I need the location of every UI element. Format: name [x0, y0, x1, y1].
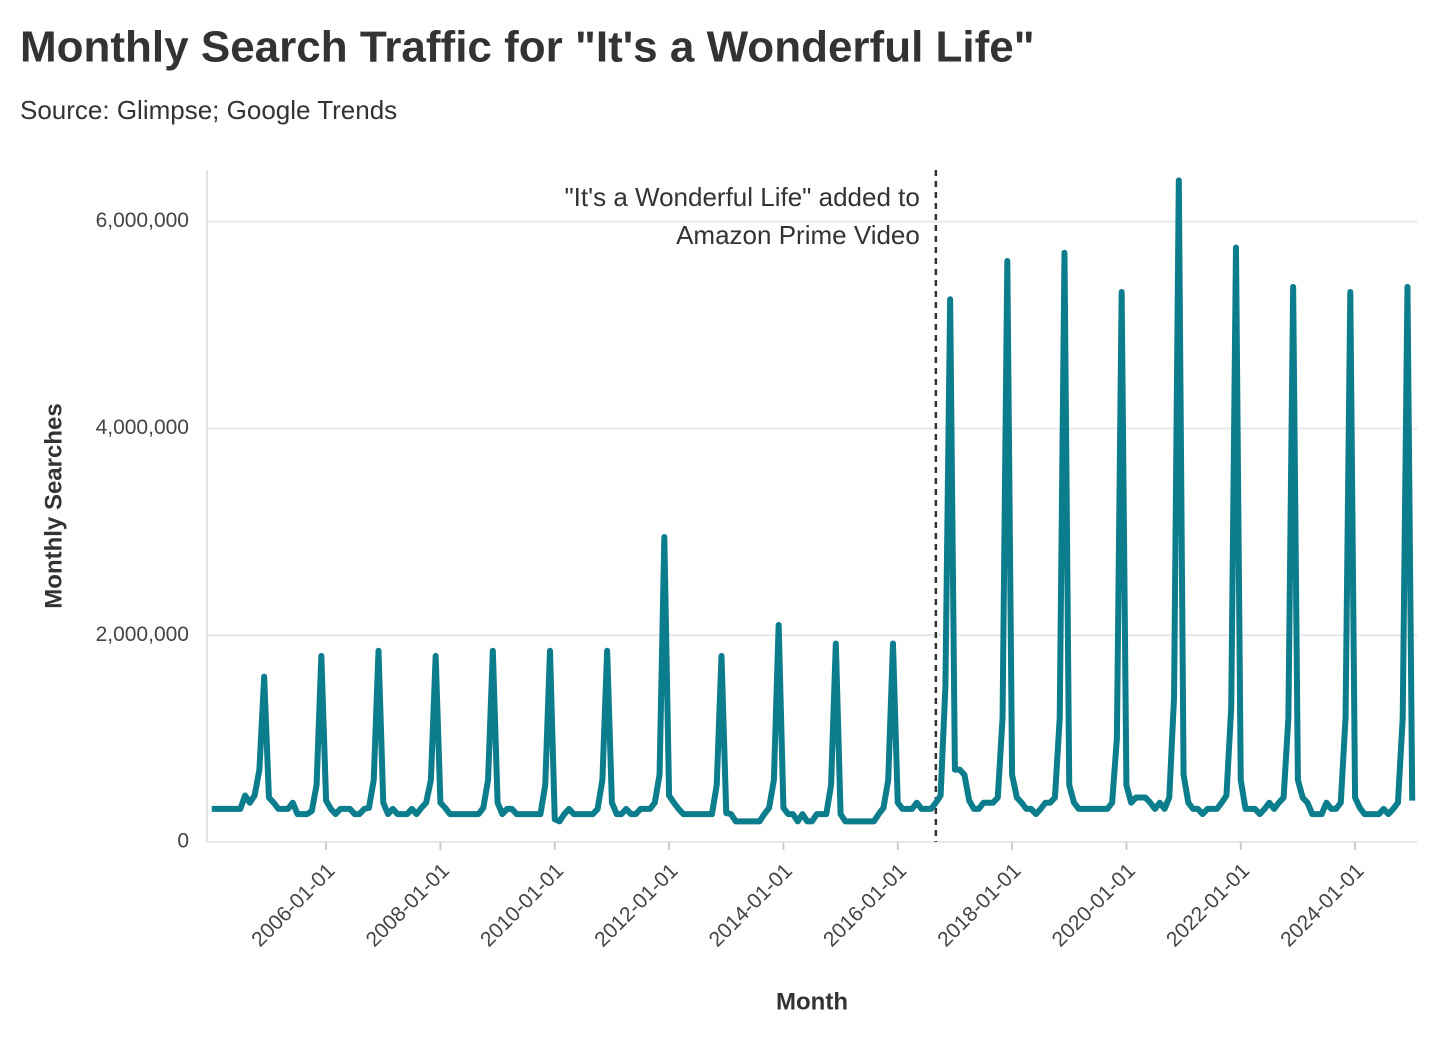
y-tick-label: 6,000,000 — [96, 209, 189, 232]
x-tick-label: 2014-01-01 — [705, 859, 797, 951]
annotation-text: Amazon Prime Video — [676, 220, 920, 250]
chart-title: Monthly Search Traffic for "It's a Wonde… — [20, 23, 1035, 72]
x-tick-label: 2020-01-01 — [1048, 859, 1140, 951]
annotation-text: "It's a Wonderful Life" added to — [564, 182, 919, 212]
x-tick-label: 2024-01-01 — [1276, 859, 1368, 951]
x-tick-label: 2018-01-01 — [933, 859, 1025, 951]
y-axis-label: Monthly Searches — [40, 403, 67, 608]
x-tick-label: 2008-01-01 — [362, 859, 454, 951]
x-axis-label: Month — [776, 988, 848, 1015]
y-tick-label: 0 — [177, 830, 189, 853]
data-line — [211, 177, 1416, 825]
chart-subtitle: Source: Glimpse; Google Trends — [20, 95, 397, 125]
x-tick-label: 2022-01-01 — [1162, 859, 1254, 951]
x-tick-label: 2016-01-01 — [819, 859, 911, 951]
x-tick-label: 2010-01-01 — [476, 859, 568, 951]
y-tick-label: 4,000,000 — [96, 416, 189, 439]
y-tick-label: 2,000,000 — [96, 623, 189, 646]
x-tick-label: 2006-01-01 — [247, 859, 339, 951]
x-tick-label: 2012-01-01 — [590, 859, 682, 951]
